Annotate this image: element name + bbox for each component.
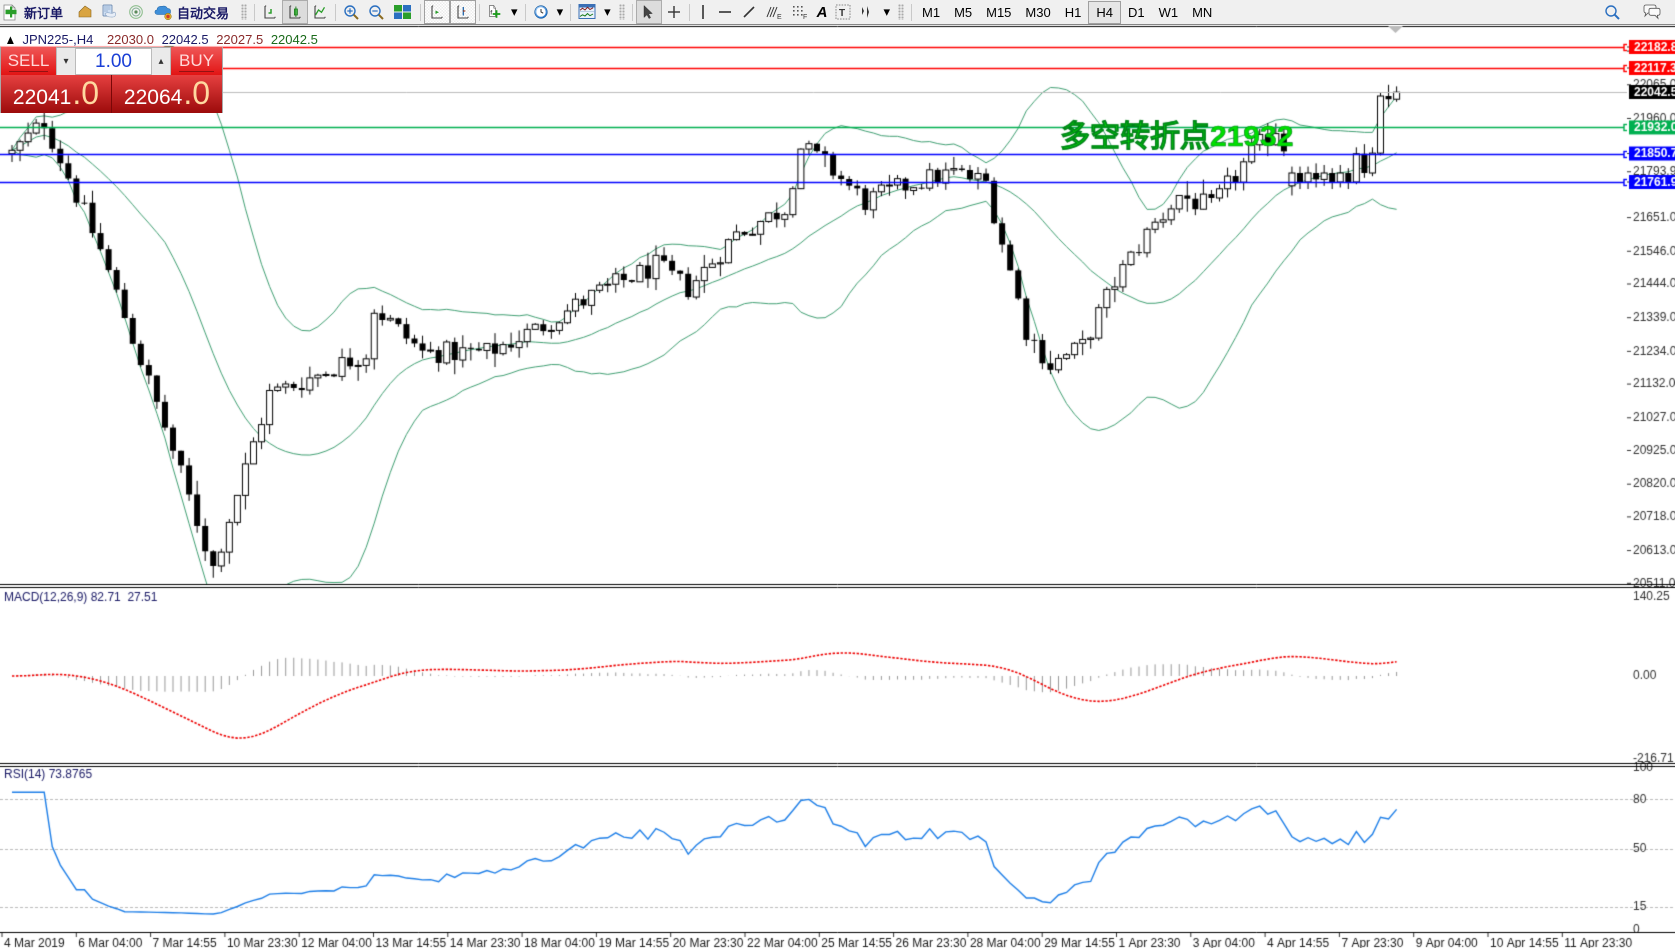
- svg-text:F: F: [803, 14, 807, 20]
- svg-text:T: T: [839, 8, 845, 19]
- svg-text:E: E: [777, 14, 782, 20]
